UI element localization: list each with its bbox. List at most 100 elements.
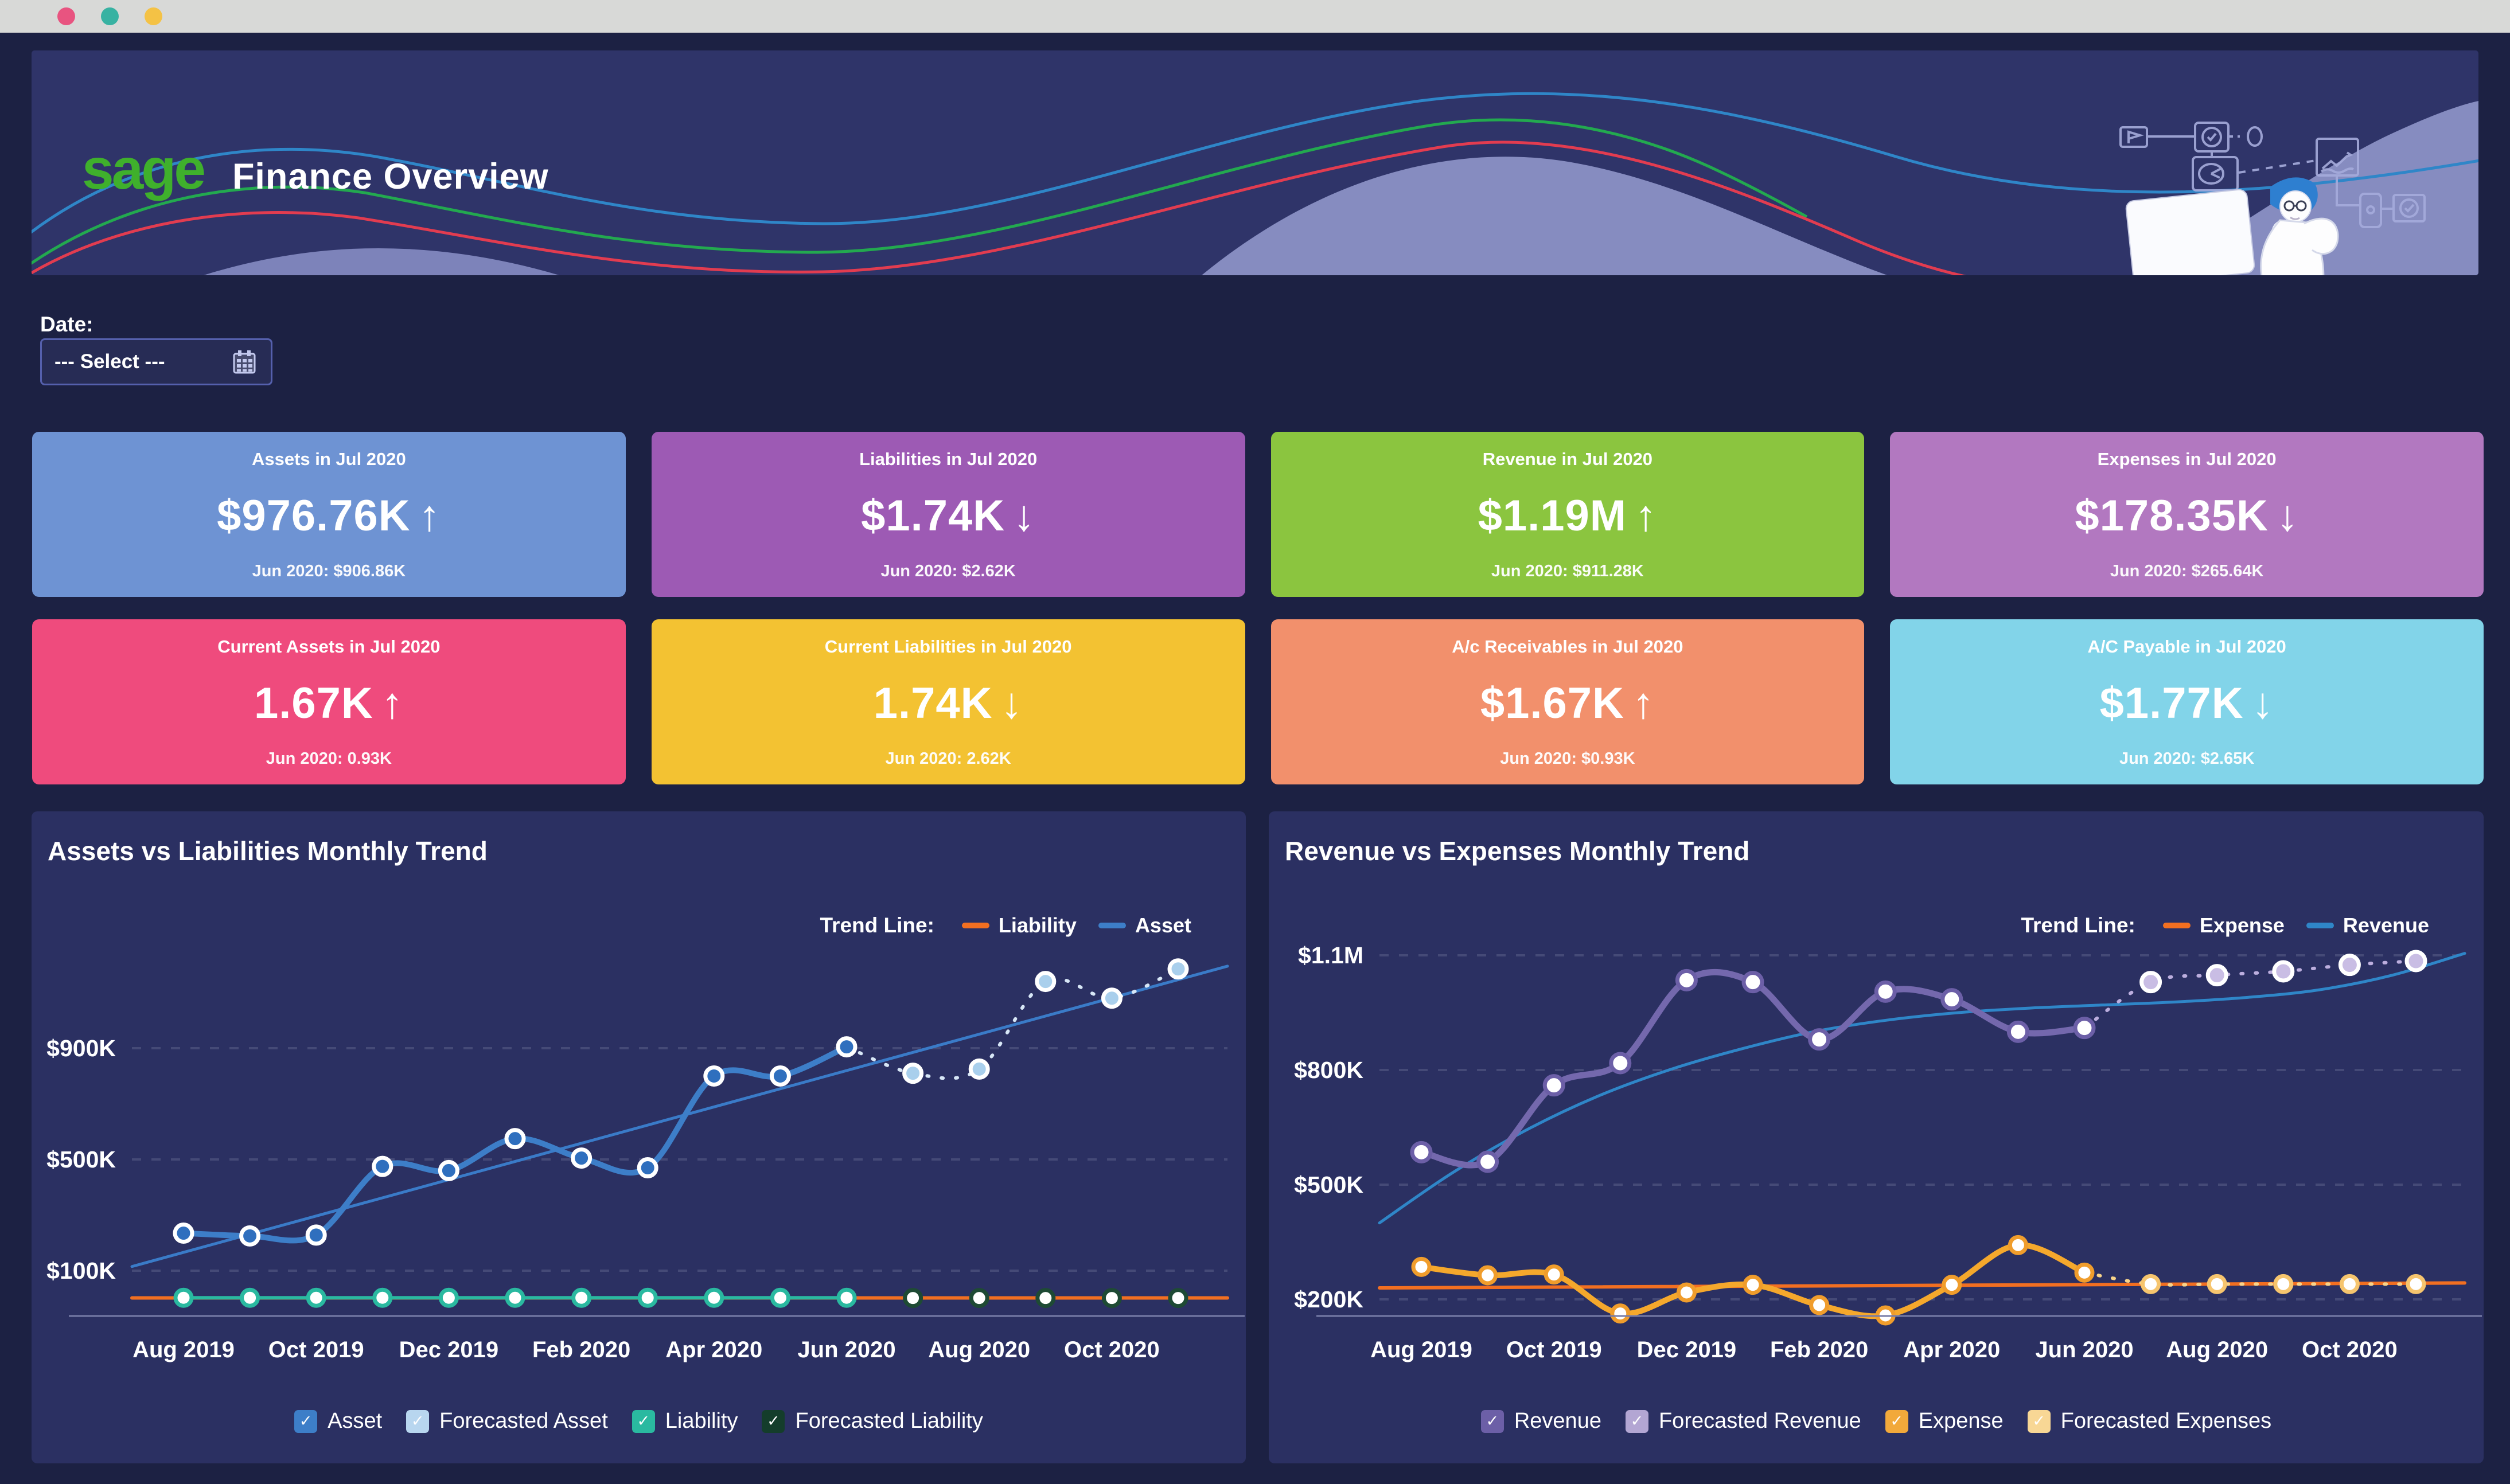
trend-legend-item: Expense	[2162, 913, 2285, 938]
kpi-value: $1.77K ↓	[2099, 679, 2274, 728]
kpi-subtext: Jun 2020: $2.62K	[880, 562, 1016, 580]
traffic-light-dot[interactable]	[57, 7, 75, 25]
svg-text:Aug 2020: Aug 2020	[928, 1337, 1030, 1362]
legend-label: Forecasted Liability	[795, 1409, 983, 1433]
kpi-value: $178.35K ↓	[2075, 491, 2299, 540]
checkbox-check-icon[interactable]: ✓	[762, 1409, 785, 1433]
checkbox-check-icon[interactable]: ✓	[2027, 1409, 2051, 1433]
kpi-value: $1.19M ↑	[1478, 491, 1658, 540]
kpi-card-grid: Assets in Jul 2020 $976.76K ↑ Jun 2020: $90…	[32, 432, 2484, 784]
growth-arrow-icon	[2321, 155, 2348, 170]
kpi-subtext: Jun 2020: $0.93K	[1500, 749, 1635, 768]
legend-checkbox-item[interactable]: ✓ Liability	[632, 1409, 738, 1434]
blue-wave-line	[32, 92, 2478, 234]
legend-checkbox-item[interactable]: ✓ Asset	[294, 1409, 382, 1434]
series-legend: ✓ Asset ✓ Forecasted Asset ✓ Liability ✓ Foreca…	[32, 1409, 1246, 1434]
legend-label: Revenue	[1514, 1409, 1601, 1433]
assets-liabilities-chart: $900K $500K $100K Aug 2019 Oct 2019 Dec 2019 F…	[46, 958, 1245, 1362]
revenue-expenses-chart: $1.1M $800K $500K $200K Aug 2019 Oct 2019 Dec …	[1294, 942, 2482, 1362]
legend-label: Forecasted Revenue	[1658, 1409, 1861, 1433]
svg-text:Jun 2020: Jun 2020	[2035, 1337, 2133, 1362]
dashboard-header: sage Finance Overview	[32, 50, 2478, 275]
legend-label: Expense	[1918, 1409, 2004, 1433]
phone-icon	[2359, 193, 2382, 228]
red-wave-line	[32, 140, 1967, 275]
trend-swatch	[2306, 923, 2334, 928]
kpi-value: $976.76K ↑	[217, 491, 441, 540]
up-arrow-icon: ↑	[418, 491, 441, 540]
svg-text:Feb 2020: Feb 2020	[532, 1337, 630, 1362]
trend-name: Expense	[2199, 913, 2285, 937]
kpi-title: Liabilities in Jul 2020	[859, 449, 1038, 469]
trend-legend-item: Revenue	[2306, 913, 2429, 938]
kpi-card: A/C Payable in Jul 2020 $1.77K ↓ Jun 2020: …	[1890, 619, 2484, 784]
legend-checkbox-item[interactable]: ✓ Forecasted Revenue	[1625, 1409, 1861, 1434]
kpi-subtext: Jun 2020: $2.65K	[2119, 749, 2255, 768]
traffic-light-dot[interactable]	[145, 7, 162, 25]
svg-text:$200K: $200K	[1294, 1286, 1363, 1313]
legend-label: Asset	[328, 1409, 383, 1433]
checkbox-check-icon[interactable]: ✓	[1885, 1409, 1908, 1433]
down-arrow-icon: ↓	[2276, 491, 2299, 540]
kpi-card: Liabilities in Jul 2020 $1.74K ↓ Jun 2020: …	[651, 432, 1245, 597]
down-arrow-icon: ↓	[1013, 491, 1036, 540]
svg-text:Jun 2020: Jun 2020	[797, 1337, 895, 1362]
trend-swatch	[2162, 923, 2191, 928]
checkbox-check-icon[interactable]: ✓	[1480, 1409, 1504, 1433]
kpi-title: Assets in Jul 2020	[251, 449, 406, 469]
pie-icon	[2198, 163, 2224, 185]
trend-name: Revenue	[2343, 913, 2429, 937]
svg-text:Oct 2019: Oct 2019	[1506, 1337, 1602, 1362]
calendar-icon	[233, 350, 256, 374]
monitor	[2125, 189, 2255, 275]
checkbox-check-icon[interactable]: ✓	[632, 1409, 655, 1433]
kpi-title: A/c Receivables in Jul 2020	[1452, 636, 1683, 657]
check-circle-icon	[2399, 198, 2419, 218]
svg-text:Dec 2019: Dec 2019	[1637, 1337, 1736, 1362]
trend-legend-item: Asset	[1098, 913, 1191, 938]
window-controls[interactable]	[57, 7, 162, 25]
legend-checkbox-item[interactable]: ✓ Revenue	[1480, 1409, 1601, 1434]
node-circle	[2247, 126, 2263, 147]
traffic-light-dot[interactable]	[101, 7, 119, 25]
legend-label: Liability	[665, 1409, 738, 1433]
svg-text:$500K: $500K	[1294, 1171, 1363, 1198]
check-box	[2392, 194, 2426, 222]
svg-text:Dec 2019: Dec 2019	[399, 1337, 498, 1362]
legend-checkbox-item[interactable]: ✓ Forecasted Expenses	[2027, 1409, 2272, 1434]
checkbox-check-icon[interactable]: ✓	[1625, 1409, 1648, 1433]
svg-text:Aug 2019: Aug 2019	[1370, 1337, 1472, 1362]
assets-liabilities-chart-panel: $900K $500K $100K Aug 2019 Oct 2019 Dec 2019 F…	[32, 811, 1246, 1463]
kpi-card: Assets in Jul 2020 $976.76K ↑ Jun 2020: $90…	[32, 432, 626, 597]
svg-text:$900K: $900K	[46, 1035, 116, 1061]
kpi-card: Current Liabilities in Jul 2020 1.74K ↓ Jun…	[651, 619, 1245, 784]
checkbox-check-icon[interactable]: ✓	[294, 1409, 318, 1433]
svg-text:$100K: $100K	[46, 1258, 116, 1284]
revenue-expenses-chart-panel: $1.1M $800K $500K $200K Aug 2019 Oct 2019 Dec …	[1269, 811, 2484, 1463]
flag-icon	[2127, 130, 2144, 143]
kpi-subtext: Jun 2020: $265.64K	[2110, 562, 2264, 580]
flowchart-doodle	[2119, 122, 2426, 228]
legend-label: Forecasted Expenses	[2060, 1409, 2272, 1433]
legend-checkbox-item[interactable]: ✓ Forecasted Liability	[762, 1409, 983, 1434]
checkbox-check-icon[interactable]: ✓	[406, 1409, 430, 1433]
kpi-card: Revenue in Jul 2020 $1.19M ↑ Jun 2020: $911…	[1270, 432, 1865, 597]
person-illustration	[2125, 177, 2339, 275]
kpi-title: Current Assets in Jul 2020	[217, 636, 441, 657]
kpi-subtext: Jun 2020: 0.93K	[266, 749, 392, 768]
trend-swatch	[1098, 923, 1126, 928]
chart-title: Assets vs Liabilities Monthly Trend	[48, 836, 488, 866]
trend-name: Liability	[998, 913, 1077, 937]
trend-legend-item: Liability	[961, 913, 1077, 938]
kpi-title: Revenue in Jul 2020	[1482, 449, 1653, 469]
date-select[interactable]: --- Select ---	[40, 338, 272, 385]
legend-checkbox-item[interactable]: ✓ Expense	[1885, 1409, 2004, 1434]
trend-name: Asset	[1135, 913, 1191, 937]
series-legend: ✓ Revenue ✓ Forecasted Revenue ✓ Expense ✓ Fore…	[1269, 1409, 2484, 1434]
date-filter-label: Date:	[40, 313, 93, 336]
page-title: Finance Overview	[232, 157, 549, 197]
legend-checkbox-item[interactable]: ✓ Forecasted Asset	[406, 1409, 608, 1434]
svg-text:Feb 2020: Feb 2020	[1770, 1337, 1868, 1362]
up-arrow-icon: ↑	[1632, 679, 1655, 728]
dashboard-page: sage Finance Overview Date: --- Select -…	[0, 33, 2510, 1484]
